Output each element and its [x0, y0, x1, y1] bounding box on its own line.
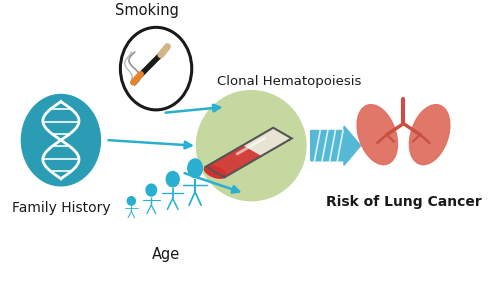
- Ellipse shape: [204, 166, 226, 178]
- Text: Clonal Hematopoiesis: Clonal Hematopoiesis: [217, 75, 362, 88]
- Text: Risk of Lung Cancer: Risk of Lung Cancer: [326, 195, 482, 209]
- FancyArrow shape: [310, 126, 360, 165]
- Ellipse shape: [166, 172, 179, 187]
- Polygon shape: [206, 145, 262, 177]
- Ellipse shape: [357, 105, 398, 165]
- Ellipse shape: [120, 27, 192, 110]
- Text: Family History: Family History: [12, 201, 110, 215]
- Ellipse shape: [410, 105, 450, 165]
- Text: Age: Age: [152, 247, 180, 263]
- Ellipse shape: [188, 159, 202, 178]
- Ellipse shape: [22, 94, 101, 186]
- Polygon shape: [243, 128, 292, 156]
- Ellipse shape: [196, 91, 306, 201]
- Ellipse shape: [146, 184, 156, 196]
- Ellipse shape: [128, 197, 136, 205]
- Text: Smoking: Smoking: [114, 3, 178, 18]
